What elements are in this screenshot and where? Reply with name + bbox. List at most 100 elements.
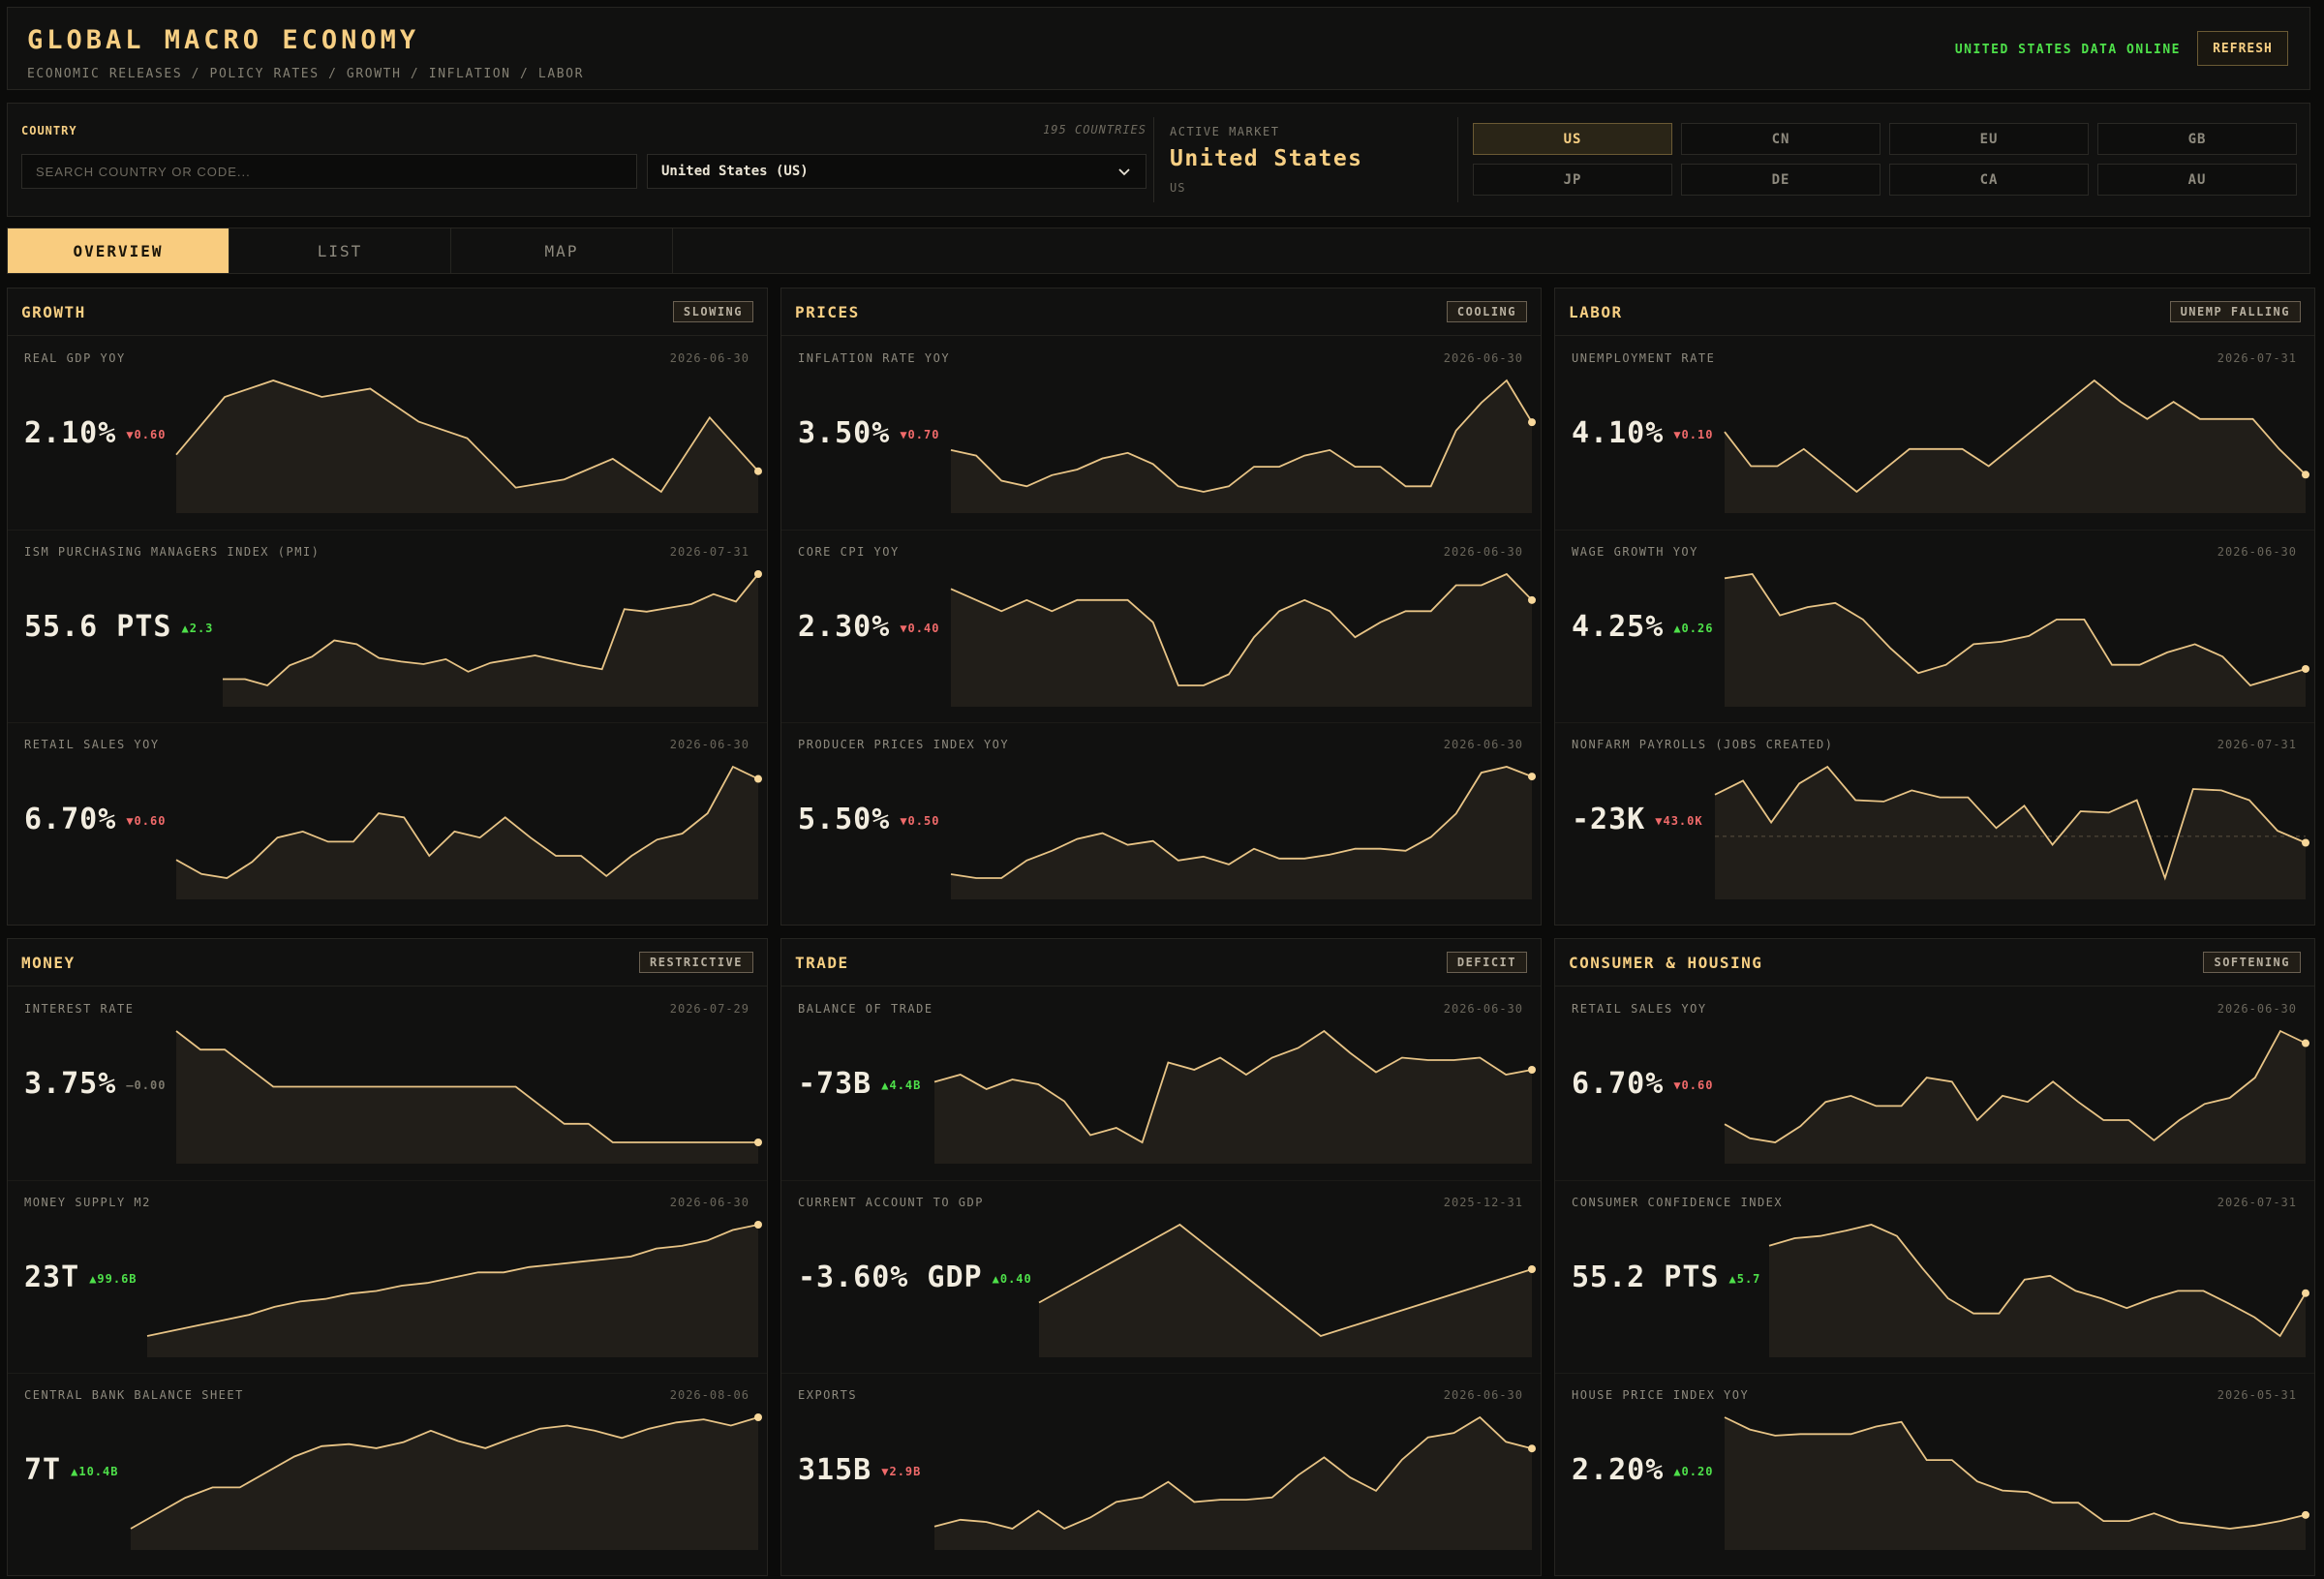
metric-date: 2026-05-31: [2217, 1388, 2297, 1402]
market-button-eu[interactable]: EU: [1889, 123, 2089, 155]
metric-label: MONEY SUPPLY M2: [24, 1196, 151, 1209]
metric-date: 2026-06-30: [2217, 1002, 2297, 1016]
sparkline-latest-point: [1528, 418, 1536, 427]
metric-row[interactable]: RETAIL SALES YOY 2026-06-30 6.70% ▼0.60: [1555, 987, 2314, 1180]
sparkline-latest-point: [754, 774, 762, 783]
metric-label: WAGE GROWTH YOY: [1572, 545, 1698, 559]
metric-value-wrap: 2.20% ▲0.20: [1572, 1453, 1713, 1487]
sparkline-chart: [933, 1029, 1536, 1164]
metric-value-wrap: 23T ▲99.6B: [24, 1260, 138, 1294]
metric-row[interactable]: PRODUCER PRICES INDEX YOY 2026-06-30 5.50%…: [781, 722, 1541, 915]
market-button-us[interactable]: US: [1473, 123, 1672, 155]
metric-value-wrap: 7T ▲10.4B: [24, 1453, 118, 1487]
metric-date: 2026-07-31: [2217, 351, 2297, 365]
country-search-input[interactable]: [21, 154, 637, 189]
market-button-ca[interactable]: CA: [1889, 164, 2089, 196]
sparkline-area: [1725, 1417, 2306, 1550]
metric-value: 5.50%: [798, 803, 891, 836]
divider: [781, 335, 1541, 336]
indicator-card: MONEY RESTRICTIVE INTEREST RATE 2026-07-29 3…: [7, 938, 768, 1576]
sparkline-chart: [175, 380, 762, 513]
metric-value-wrap: -23K ▼43.0K: [1572, 803, 1703, 836]
sparkline-chart: [1724, 379, 2309, 513]
metric-row[interactable]: WAGE GROWTH YOY 2026-06-30 4.25% ▲0.26: [1555, 530, 2314, 722]
metric-row[interactable]: HOUSE PRICE INDEX YOY 2026-05-31 2.20% ▲0.2…: [1555, 1373, 2314, 1565]
metric-date: 2026-06-30: [1443, 1002, 1523, 1016]
metric-value: 3.75%: [24, 1067, 117, 1101]
metric-row[interactable]: CENTRAL BANK BALANCE SHEET 2026-08-06 7T ▲1…: [8, 1373, 767, 1565]
market-button-de[interactable]: DE: [1681, 164, 1881, 196]
metric-date: 2026-06-30: [669, 738, 749, 751]
tab-overview[interactable]: OVERVIEW: [8, 228, 229, 273]
card-title: LABOR: [1569, 303, 1623, 321]
metric-change: ▼0.70: [900, 427, 940, 441]
metric-row[interactable]: REAL GDP YOY 2026-06-30 2.10% ▼0.60: [8, 337, 767, 530]
tab-list[interactable]: LIST: [229, 228, 451, 273]
sparkline-area: [951, 380, 1532, 513]
sparkline-area: [176, 380, 758, 513]
sparkline-line: [1038, 1223, 1533, 1338]
sparkline-line: [1724, 573, 2307, 687]
metric-row[interactable]: CONSUMER CONFIDENCE INDEX 2026-07-31 55.2 …: [1555, 1180, 2314, 1373]
market-button-jp[interactable]: JP: [1473, 164, 1672, 196]
metric-label: CORE CPI YOY: [798, 545, 900, 559]
metric-label: EXPORTS: [798, 1388, 858, 1402]
metric-row[interactable]: CORE CPI YOY 2026-06-30 2.30% ▼0.40: [781, 530, 1541, 722]
sparkline-latest-point: [2302, 664, 2309, 673]
metric-row[interactable]: EXPORTS 2026-06-30 315B ▼2.9B: [781, 1373, 1541, 1565]
metric-change: ▲4.4B: [881, 1078, 922, 1092]
metric-row[interactable]: INTEREST RATE 2026-07-29 3.75% —0.00: [8, 987, 767, 1180]
sparkline-chart: [130, 1413, 762, 1550]
metric-value: 315B: [798, 1453, 872, 1487]
sparkline-chart: [950, 379, 1536, 513]
active-market-code: US: [1170, 181, 1186, 195]
country-select-value: United States (US): [661, 164, 809, 179]
sparkline-area: [131, 1417, 758, 1550]
sparkline-area: [176, 767, 758, 899]
metric-row[interactable]: CURRENT ACCOUNT TO GDP 2025-12-31 -3.60% G…: [781, 1180, 1541, 1373]
market-button-au[interactable]: AU: [2097, 164, 2297, 196]
metric-label: INFLATION RATE YOY: [798, 351, 951, 365]
view-tabs: OVERVIEW LIST MAP: [7, 228, 2310, 274]
market-button-gb[interactable]: GB: [2097, 123, 2297, 155]
card-status-badge: DEFICIT: [1446, 952, 1527, 973]
metric-row[interactable]: UNEMPLOYMENT RATE 2026-07-31 4.10% ▼0.10: [1555, 337, 2314, 530]
metric-row[interactable]: MONEY SUPPLY M2 2026-06-30 23T ▲99.6B: [8, 1180, 767, 1373]
metric-label: CONSUMER CONFIDENCE INDEX: [1572, 1196, 1784, 1209]
sparkline-chart: [223, 570, 762, 707]
card-title: MONEY: [21, 954, 76, 972]
country-selector-panel: COUNTRY 195 COUNTRIES United States (US)…: [7, 103, 2310, 217]
sparkline-chart: [1768, 1224, 2309, 1357]
sparkline-line: [1714, 765, 2307, 881]
sparkline-chart: [950, 766, 1536, 899]
metric-row[interactable]: RETAIL SALES YOY 2026-06-30 6.70% ▼0.60: [8, 722, 767, 915]
metric-value: 55.6 PTS: [24, 610, 172, 644]
metric-row[interactable]: BALANCE OF TRADE 2026-06-30 -73B ▲4.4B: [781, 987, 1541, 1180]
card-title: CONSUMER & HOUSING: [1569, 954, 1763, 972]
metric-date: 2026-07-31: [2217, 738, 2297, 751]
sparkline-chart: [1724, 1416, 2309, 1550]
metric-value-wrap: 55.2 PTS ▲5.7: [1572, 1260, 1760, 1294]
metric-date: 2026-06-30: [669, 1196, 749, 1209]
sparkline-latest-point: [754, 1139, 762, 1146]
refresh-button[interactable]: REFRESH: [2197, 31, 2288, 66]
sparkline-area: [223, 574, 758, 707]
data-status-indicator: UNITED STATES DATA ONLINE: [1954, 43, 2181, 57]
metric-row[interactable]: NONFARM PAYROLLS (JOBS CREATED) 2026-07-3…: [1555, 722, 2314, 915]
metric-row[interactable]: INFLATION RATE YOY 2026-06-30 3.50% ▼0.70: [781, 337, 1541, 530]
metric-change: ▲5.7: [1728, 1271, 1761, 1286]
metric-date: 2026-06-30: [1443, 545, 1523, 559]
country-select[interactable]: United States (US): [647, 154, 1147, 189]
market-button-cn[interactable]: CN: [1681, 123, 1881, 155]
metric-value-wrap: 2.10% ▼0.60: [24, 416, 166, 450]
sparkline-chart: [950, 572, 1536, 707]
tab-map[interactable]: MAP: [451, 228, 673, 273]
metric-change: ▼0.50: [900, 813, 940, 828]
metric-row[interactable]: ISM PURCHASING MANAGERS INDEX (PMI) 2026-…: [8, 530, 767, 722]
sparkline-latest-point: [2302, 838, 2309, 847]
sparkline-line: [1768, 1224, 2307, 1338]
metric-label: RETAIL SALES YOY: [24, 738, 160, 751]
metric-label: CURRENT ACCOUNT TO GDP: [798, 1196, 984, 1209]
card-status-badge: SLOWING: [672, 301, 753, 322]
sparkline-line: [933, 1029, 1533, 1144]
